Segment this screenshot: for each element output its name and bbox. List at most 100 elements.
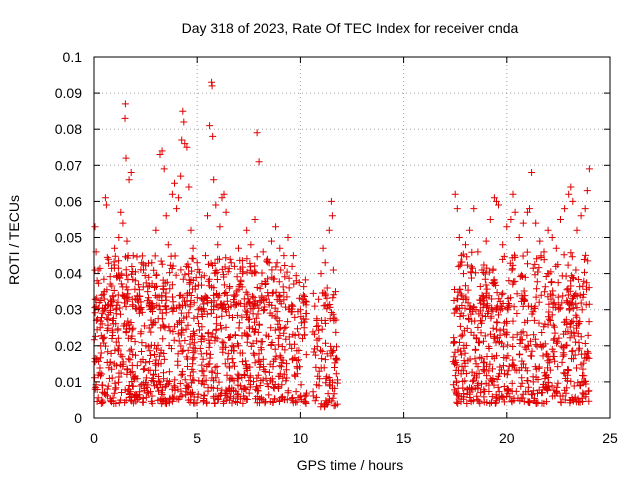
data-point — [549, 353, 557, 360]
data-point — [155, 387, 162, 395]
data-point — [206, 122, 214, 130]
data-point — [283, 268, 291, 276]
data-point — [530, 316, 538, 324]
data-point — [218, 265, 226, 273]
data-point — [158, 147, 166, 155]
data-point — [163, 381, 171, 389]
data-point — [126, 347, 134, 355]
data-point — [455, 263, 463, 271]
data-point — [230, 343, 237, 351]
data-point — [493, 318, 501, 326]
data-point — [326, 376, 334, 384]
data-point — [91, 385, 99, 393]
data-point — [295, 394, 303, 402]
data-point — [197, 273, 205, 281]
data-point — [219, 399, 227, 407]
data-point — [204, 212, 211, 220]
data-point — [577, 333, 585, 341]
data-point — [150, 266, 158, 274]
data-point — [153, 345, 160, 353]
data-point — [325, 226, 333, 234]
data-point — [122, 303, 130, 311]
data-point — [495, 388, 503, 396]
data-point — [244, 316, 252, 324]
data-point — [250, 293, 258, 301]
data-point — [203, 310, 211, 318]
data-point — [503, 223, 511, 231]
y-tick-label: 0.04 — [55, 266, 82, 282]
y-axis: 0 0.01 0.02 0.03 0.04 0.05 0.06 0.07 0.08 0.09 0.1 — [55, 49, 610, 426]
data-point — [199, 355, 207, 363]
data-point — [101, 305, 108, 313]
data-point — [135, 298, 143, 306]
data-point — [538, 389, 545, 397]
data-point — [462, 370, 470, 377]
data-point — [122, 271, 130, 279]
data-point — [459, 378, 467, 385]
data-point — [295, 331, 303, 339]
data-point — [453, 398, 461, 406]
data-point — [96, 364, 104, 372]
data-point — [227, 259, 235, 267]
data-point — [125, 355, 133, 363]
data-point — [115, 234, 123, 241]
data-point — [317, 270, 325, 278]
data-point — [246, 266, 254, 274]
data-point — [187, 390, 195, 398]
data-point — [283, 360, 290, 368]
data-point — [575, 339, 583, 347]
data-point — [182, 325, 190, 333]
data-point — [166, 285, 174, 293]
data-point — [150, 371, 157, 379]
data-point — [253, 374, 261, 382]
data-point — [230, 262, 238, 270]
data-point — [315, 382, 323, 390]
data-point — [222, 208, 230, 216]
data-point — [195, 326, 203, 334]
data-point — [238, 358, 246, 366]
data-point — [263, 380, 271, 388]
data-point — [91, 295, 99, 303]
data-point — [513, 290, 521, 298]
data-point — [183, 143, 191, 151]
data-point — [99, 398, 107, 406]
data-point — [216, 255, 223, 263]
data-point — [124, 276, 132, 284]
data-point — [198, 313, 206, 320]
data-point — [581, 340, 589, 347]
data-point — [504, 306, 512, 314]
data-point — [191, 282, 199, 290]
data-point — [271, 345, 279, 353]
data-point — [117, 280, 125, 288]
data-point — [281, 262, 289, 269]
data-point — [262, 331, 270, 339]
data-point — [583, 285, 590, 293]
data-point — [538, 329, 546, 336]
data-point — [175, 194, 183, 202]
data-point — [283, 293, 291, 301]
data-point — [129, 302, 137, 310]
data-point — [285, 333, 293, 341]
data-point — [460, 395, 467, 403]
data-point — [140, 386, 148, 394]
data-point — [145, 273, 153, 281]
data-point — [518, 336, 526, 344]
data-point — [556, 392, 564, 400]
data-point — [554, 363, 562, 371]
data-point — [170, 382, 178, 390]
data-point — [239, 270, 247, 278]
data-point — [460, 344, 468, 352]
data-point — [247, 305, 255, 313]
data-point — [524, 260, 531, 268]
data-point — [284, 389, 292, 397]
data-point — [104, 255, 112, 263]
data-point — [565, 190, 573, 198]
data-point — [284, 318, 292, 326]
data-point — [249, 292, 256, 300]
data-point — [281, 273, 289, 281]
data-point — [511, 208, 519, 216]
data-point — [525, 398, 533, 406]
data-point — [132, 397, 140, 405]
data-point — [235, 319, 243, 327]
data-point — [554, 338, 562, 346]
